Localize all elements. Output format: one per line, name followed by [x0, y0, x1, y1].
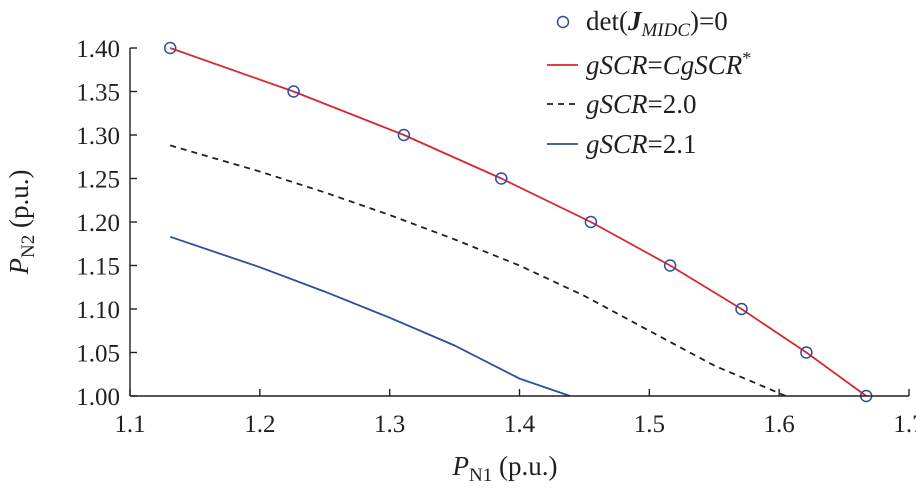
marker-point [397, 128, 411, 142]
y-tick-label: 1.35 [76, 80, 120, 107]
x-axis-title: PN1 (p.u.) [452, 451, 558, 486]
x-tick-label: 1.2 [244, 411, 275, 438]
y-tick-label: 1.40 [76, 36, 120, 63]
y-tick-label: 1.25 [76, 167, 120, 194]
legend-item-markers: det(JMIDC)=0 [556, 6, 728, 41]
x-tick-label: 1.5 [634, 411, 665, 438]
marker-point [163, 41, 177, 55]
x-tick-label: 1.3 [374, 411, 405, 438]
marker-point [800, 346, 813, 359]
y-tick-label: 1.10 [76, 297, 120, 324]
legend-label-gscr21: gSCR=2.1 [586, 129, 697, 159]
x-ticks: 1.1 1.2 1.3 1.4 1.5 1.6 1.7 [114, 389, 916, 438]
legend-label-gscr20: gSCR=2.0 [586, 89, 697, 119]
x-tick-label: 1.4 [504, 411, 536, 438]
marker-point [287, 85, 300, 98]
series-line-gscr21 [169, 235, 571, 397]
marker-point [584, 215, 598, 229]
marker-point [495, 172, 508, 185]
legend-item-gscr20: gSCR=2.0 [547, 89, 697, 119]
y-tick-label: 1.05 [76, 341, 120, 368]
y-tick-label: 1.30 [76, 123, 120, 150]
marker-point [663, 259, 677, 272]
legend-marker-circle [556, 15, 570, 29]
x-tick-label: 1.6 [764, 411, 795, 438]
legend: det(JMIDC)=0 gSCR=CgSCR* gSCR=2.0 gSCR=2… [547, 6, 751, 159]
marker-point [735, 302, 748, 316]
y-tick-label: 1.20 [76, 210, 120, 237]
plot-area [163, 41, 873, 403]
legend-label-cgscr: gSCR=CgSCR* [586, 48, 751, 80]
legend-item-cgscr: gSCR=CgSCR* [547, 48, 751, 80]
y-axis-title: PN2 (p.u.) [4, 170, 39, 276]
y-ticks: 1.00 1.05 1.10 1.15 1.20 1.25 1.30 1.35 1.40 [76, 36, 137, 411]
legend-item-gscr21: gSCR=2.1 [547, 129, 697, 159]
y-tick-label: 1.15 [76, 254, 120, 281]
x-tick-label: 1.1 [114, 411, 145, 438]
series-line-gscr20 [169, 144, 787, 397]
x-tick-label: 1.7 [893, 411, 916, 438]
y-tick-label: 1.00 [76, 384, 120, 411]
series-line-cgscr [169, 47, 867, 397]
legend-label-markers: det(JMIDC)=0 [586, 6, 728, 41]
